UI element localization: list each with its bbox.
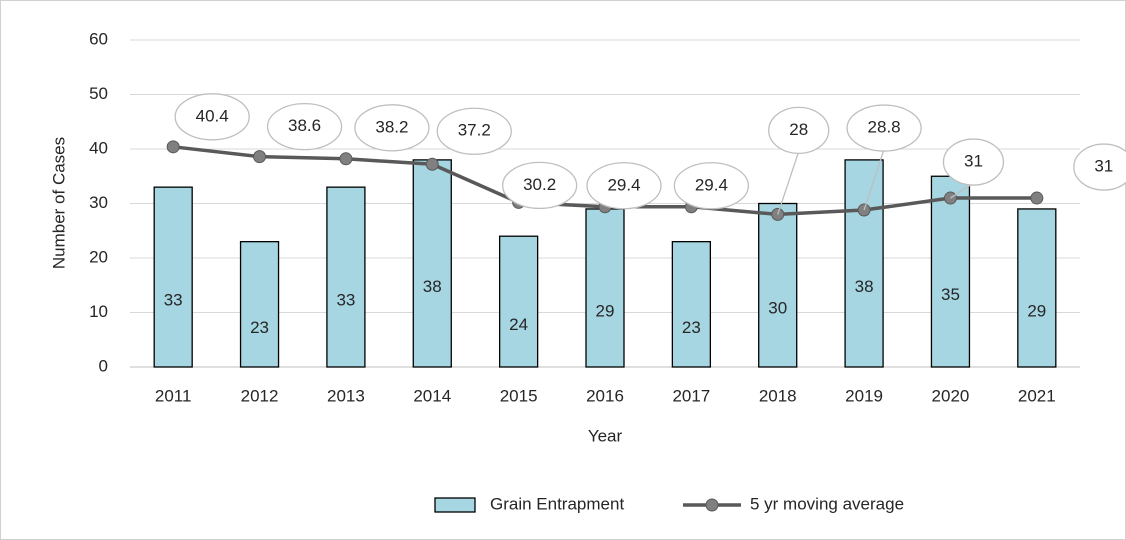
label-callout [673, 162, 750, 210]
line-value-label: 38.2 [375, 117, 408, 136]
label-callout [354, 104, 430, 152]
bar [844, 159, 884, 368]
y-tick-label: 10 [89, 302, 108, 321]
label-callout [846, 104, 922, 152]
bar [671, 240, 712, 368]
x-tick-label: 2011 [155, 386, 192, 405]
line-value-label: 37.2 [458, 121, 491, 140]
x-tick-label: 2021 [1018, 386, 1056, 405]
legend-swatch [434, 497, 476, 513]
line-marker [339, 152, 353, 166]
label-callout [1073, 143, 1126, 191]
y-tick-label: 0 [99, 356, 108, 375]
bar [153, 186, 193, 368]
line-marker [253, 150, 267, 164]
line-value-label: 40.4 [196, 106, 229, 125]
line-value-label: 31 [1094, 157, 1113, 176]
line-value-label: 28.8 [868, 118, 901, 137]
y-tick-label: 20 [89, 247, 108, 266]
label-callout [942, 138, 1005, 186]
label-callout [586, 162, 662, 210]
bar [1017, 208, 1057, 368]
bar [930, 175, 971, 368]
legend-marker [705, 498, 719, 512]
bar [326, 186, 366, 368]
line-value-label: 38.6 [288, 116, 321, 135]
x-axis-title: Year [588, 426, 623, 445]
bar-value-label: 29 [596, 301, 615, 320]
line-value-label: 29.4 [607, 175, 640, 194]
legend-label: Grain Entrapment [490, 494, 624, 513]
bar-value-label: 29 [1027, 301, 1046, 320]
bar [585, 208, 625, 368]
legend-label: 5 yr moving average [750, 494, 904, 513]
x-tick-label: 2018 [759, 386, 797, 405]
y-axis-title: Number of Cases [49, 137, 68, 269]
x-tick-label: 2015 [500, 386, 538, 405]
line-marker [1030, 191, 1044, 205]
y-tick-label: 60 [89, 29, 108, 48]
line-value-label: 31 [964, 152, 983, 171]
x-tick-label: 2017 [672, 386, 710, 405]
x-tick-label: 2012 [241, 386, 279, 405]
bar-value-label: 33 [336, 291, 355, 310]
label-leader [950, 182, 974, 199]
label-callout [174, 93, 250, 141]
bar-value-label: 24 [509, 315, 528, 334]
line-value-label: 28 [789, 120, 808, 139]
x-tick-label: 2020 [932, 386, 970, 405]
label-callout [501, 161, 578, 210]
bar [758, 202, 798, 368]
bar [498, 235, 539, 368]
bar-value-label: 35 [941, 285, 960, 304]
y-tick-label: 30 [89, 193, 108, 212]
line-value-label: 29.4 [695, 175, 728, 194]
y-tick-label: 40 [89, 138, 108, 157]
x-tick-label: 2019 [845, 386, 883, 405]
bar [412, 159, 452, 368]
x-tick-label: 2013 [327, 386, 365, 405]
bar [239, 240, 280, 368]
bar-value-label: 30 [768, 299, 787, 318]
line-marker [425, 157, 439, 171]
line-value-label: 30.2 [523, 175, 556, 194]
bar-value-label: 38 [855, 277, 874, 296]
x-tick-label: 2014 [413, 386, 451, 405]
x-tick-label: 2016 [586, 386, 624, 405]
y-tick-label: 50 [89, 84, 108, 103]
bar-value-label: 23 [250, 318, 269, 337]
line-marker [166, 140, 180, 154]
label-callout [768, 106, 830, 155]
label-callout [436, 107, 512, 155]
bar-value-label: 23 [682, 318, 701, 337]
label-leader [863, 148, 885, 211]
label-leader [777, 151, 800, 215]
label-callout [266, 102, 343, 151]
bar-value-label: 33 [164, 291, 183, 310]
bar-value-label: 38 [423, 277, 442, 296]
